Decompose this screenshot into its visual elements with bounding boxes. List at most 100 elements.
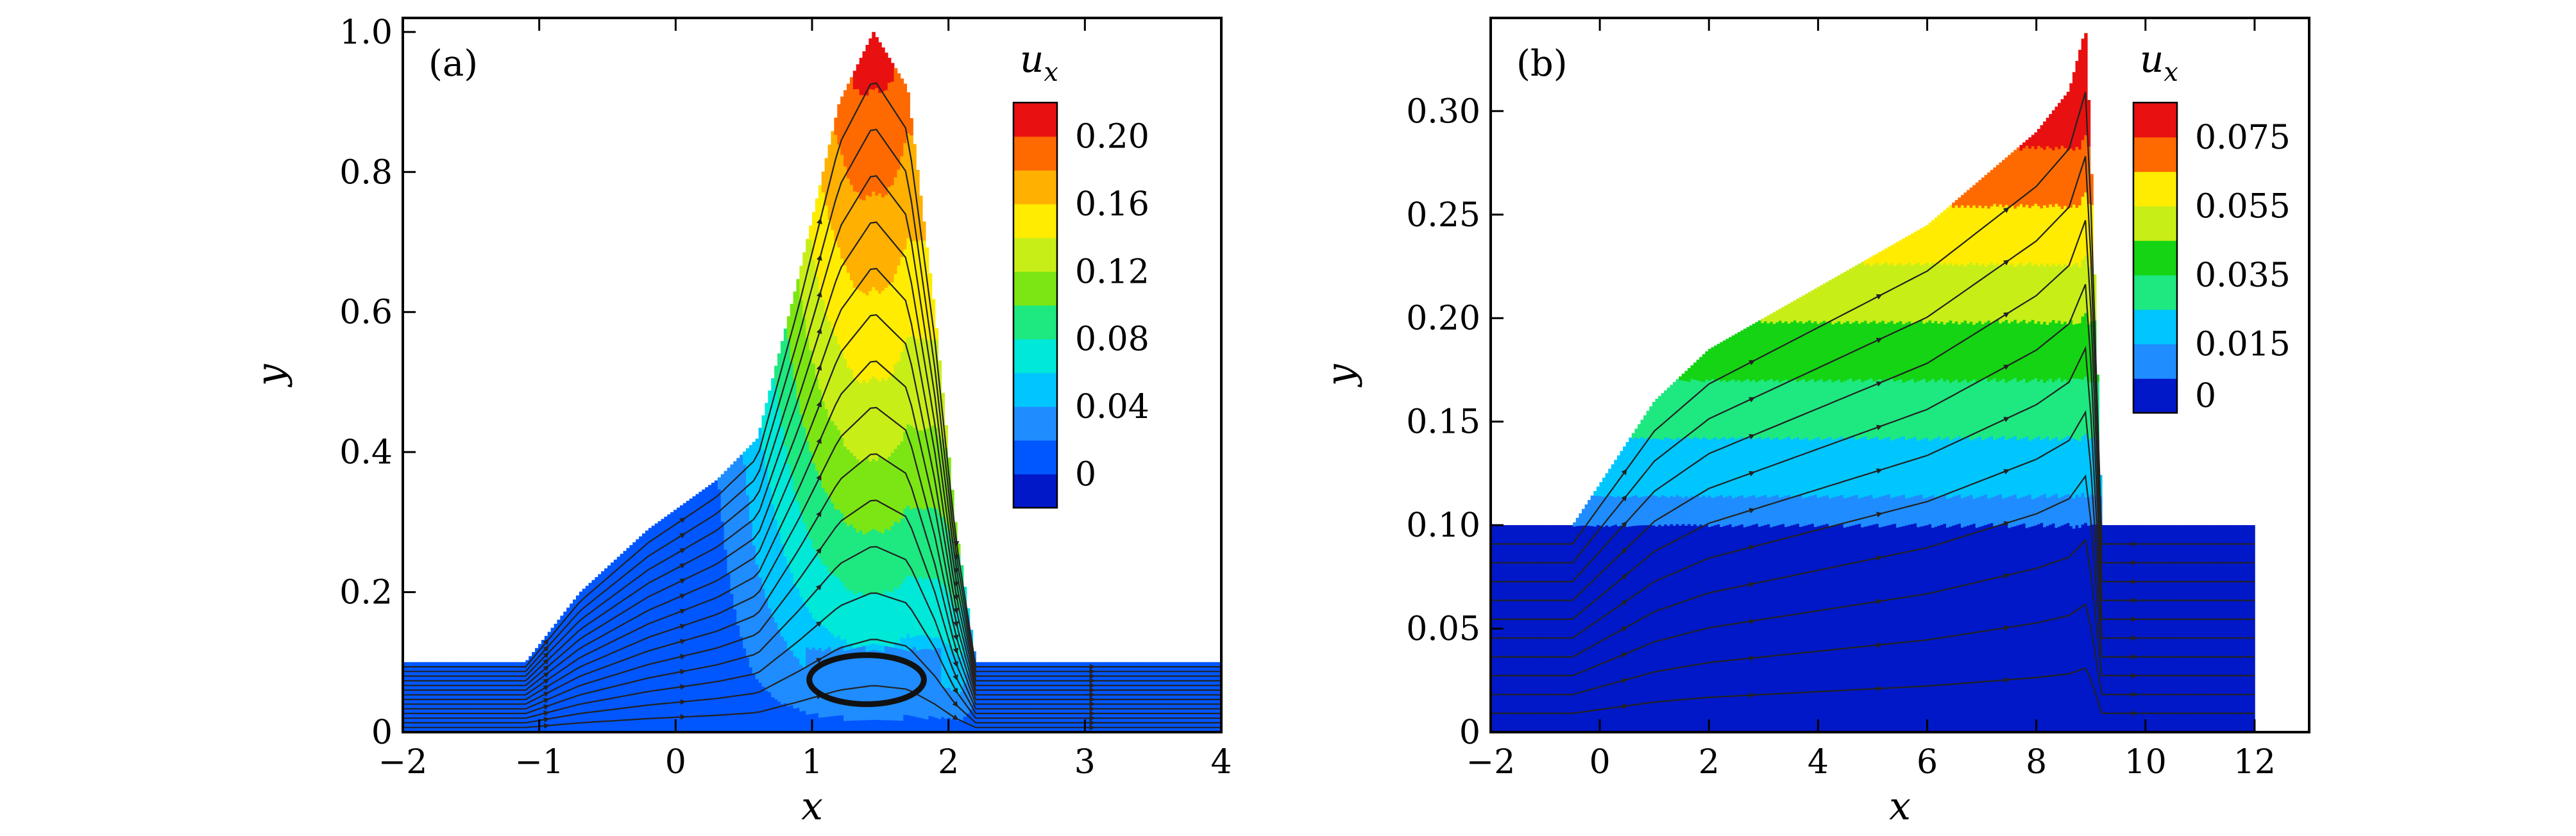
field-cell — [412, 683, 416, 685]
field-cell — [405, 730, 410, 732]
field-cell — [421, 728, 426, 730]
field-cell — [428, 662, 432, 664]
field-cell — [425, 691, 429, 693]
field-cell — [425, 711, 429, 713]
field-cell — [418, 699, 423, 701]
field-cell — [428, 714, 432, 715]
field-cell — [421, 714, 426, 715]
field-cell — [412, 721, 416, 722]
field-cell — [403, 686, 407, 688]
field-cell — [421, 667, 426, 669]
field-cell — [418, 705, 423, 706]
field-cell — [403, 720, 407, 721]
field-cell — [425, 723, 429, 724]
field-cell — [412, 667, 416, 669]
field-cell — [415, 701, 419, 703]
field-cell — [497, 662, 501, 664]
field-cell — [418, 711, 423, 713]
field-cell — [405, 699, 410, 701]
field-cell — [415, 686, 419, 688]
field-cell — [405, 662, 410, 664]
field-cell — [421, 730, 426, 732]
field-cell — [409, 719, 413, 721]
field-cell — [421, 669, 426, 671]
field-cell — [412, 687, 416, 689]
field-cell — [425, 721, 429, 723]
field-cell — [412, 691, 416, 693]
field-cell — [421, 700, 426, 702]
field-cell — [425, 669, 429, 671]
field-cell — [409, 710, 413, 712]
field-cell — [409, 730, 413, 732]
field-cell — [409, 677, 413, 679]
field-cell — [403, 685, 407, 687]
field-cell — [415, 691, 419, 693]
field-cell — [471, 662, 476, 664]
field-cell — [428, 717, 432, 718]
field-cell — [506, 662, 511, 664]
field-cell — [418, 710, 423, 712]
field-cell — [405, 669, 410, 671]
field-cell — [418, 698, 423, 699]
field-cell — [504, 662, 507, 664]
field-cell — [415, 719, 419, 721]
field-cell — [412, 696, 416, 698]
field-cell — [409, 717, 413, 718]
field-cell — [415, 706, 419, 708]
field-cell — [405, 689, 410, 690]
field-cell — [405, 711, 410, 713]
field-cell — [405, 672, 410, 674]
field-cell — [409, 667, 413, 669]
field-cell — [412, 724, 416, 726]
field-cell — [412, 695, 416, 697]
field-cell — [405, 697, 410, 699]
field-cell — [421, 706, 426, 708]
field-cell — [405, 692, 410, 694]
field-cell — [428, 728, 432, 729]
field-cell — [418, 691, 423, 693]
field-cell — [428, 673, 432, 674]
field-cell — [415, 724, 419, 725]
field-cell — [425, 724, 429, 725]
field-cell — [409, 699, 413, 701]
field-cell — [415, 726, 419, 727]
field-cell — [412, 689, 416, 690]
field-cell — [469, 662, 473, 664]
field-cell — [428, 671, 432, 673]
field-cell — [425, 687, 429, 689]
field-cell — [403, 724, 407, 726]
field-cell — [403, 729, 407, 730]
field-cell — [428, 696, 432, 698]
field-cell — [415, 664, 419, 666]
field-cell — [405, 669, 410, 671]
field-cell — [421, 686, 426, 688]
field-cell — [421, 691, 426, 693]
field-cell — [403, 721, 407, 723]
field-cell — [415, 728, 419, 730]
field-cell — [428, 662, 432, 664]
field-cell — [491, 662, 495, 664]
field-cell — [403, 664, 407, 666]
field-cell — [409, 701, 413, 703]
field-cell — [409, 709, 413, 711]
field-cell — [409, 728, 413, 730]
field-cell — [421, 710, 426, 712]
field-cell — [425, 679, 429, 681]
field-cell — [425, 726, 429, 727]
field-cell — [409, 729, 413, 730]
field-cell — [425, 706, 429, 708]
field-cell — [403, 667, 407, 669]
field-cell — [428, 678, 432, 680]
field-cell — [405, 707, 410, 709]
field-cell — [415, 667, 419, 669]
field-cell — [428, 682, 432, 684]
field-cell — [418, 673, 423, 675]
field-cell — [409, 689, 413, 690]
field-cell — [428, 668, 432, 670]
field-cell — [412, 701, 416, 703]
field-cell — [418, 662, 423, 664]
field-cell — [409, 669, 413, 671]
field-cell — [409, 693, 413, 695]
field-cell — [522, 662, 527, 664]
